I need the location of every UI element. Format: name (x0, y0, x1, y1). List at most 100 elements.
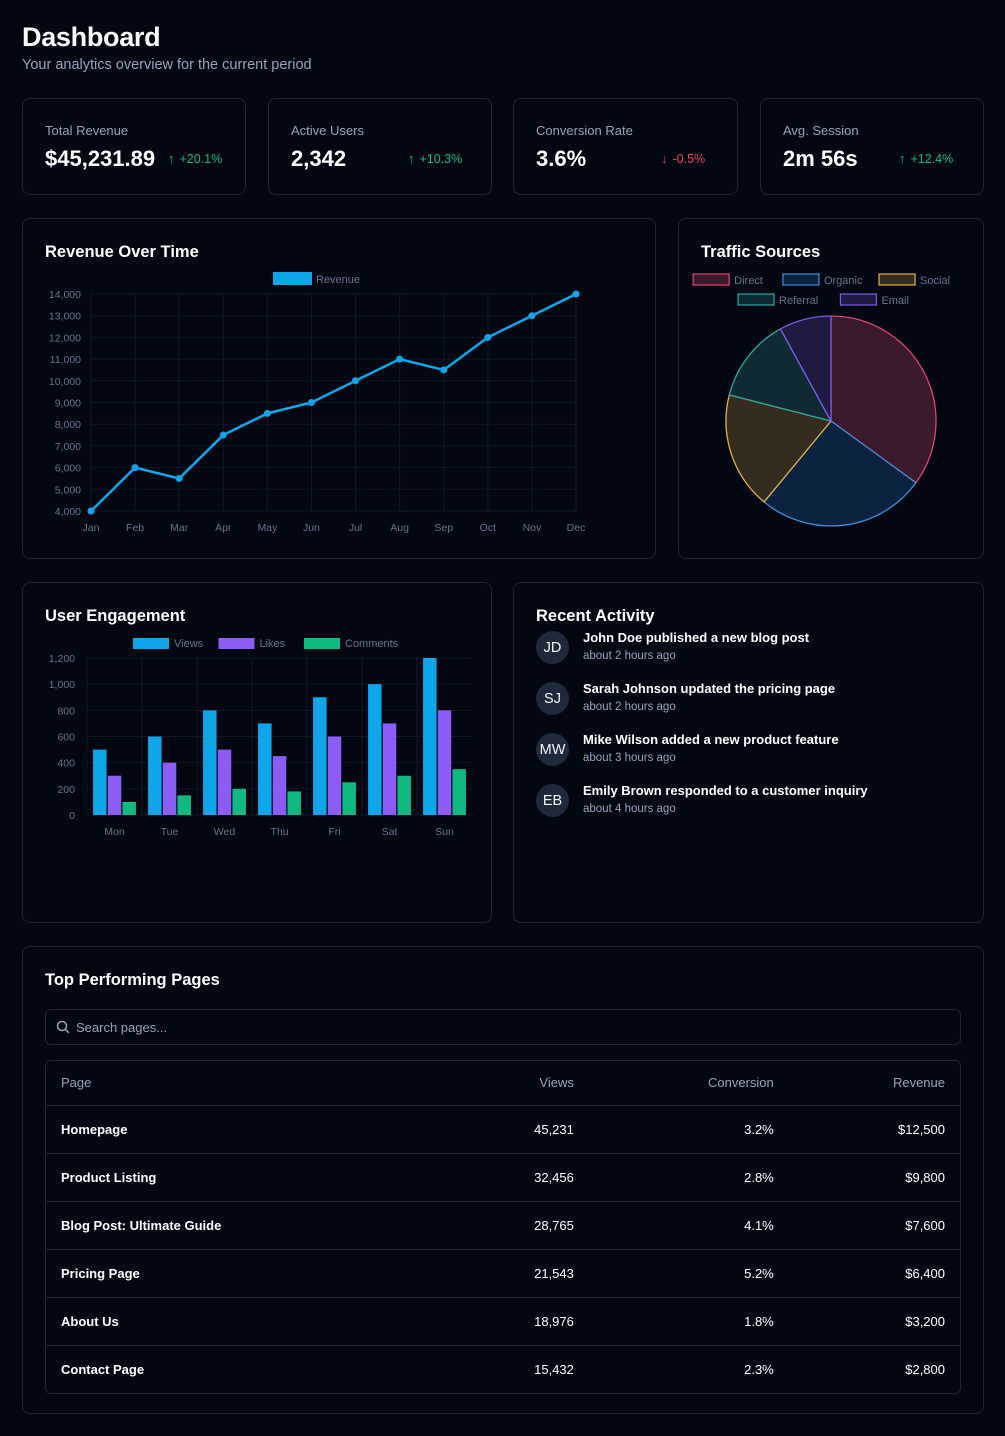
x-tick-label: Aug (390, 522, 409, 534)
revenue-chart-card: Revenue Over Time Revenue 4,000 5,000 6,000… (22, 218, 656, 559)
cell-revenue: $9,800 (788, 1153, 960, 1202)
bar-likes-thu (272, 756, 287, 815)
column-header-revenue[interactable]: Revenue (788, 1061, 960, 1106)
page-subtitle: Your analytics overview for the current … (22, 57, 312, 73)
card-title: Revenue Over Time (45, 243, 199, 261)
y-tick-label: 5,000 (55, 484, 81, 496)
legend-label-email: Email (881, 295, 909, 307)
bar-likes-wed (217, 749, 232, 815)
stat-card-conversion-rate: Conversion Rate 3.6% ↓ -0.5% (513, 98, 738, 195)
legend-label-direct: Direct (734, 275, 763, 287)
table-row[interactable]: Contact Page 15,432 2.3% $2,800 (46, 1345, 960, 1393)
stat-change-value: +10.3% (419, 151, 463, 166)
cell-revenue: $12,500 (788, 1105, 960, 1154)
y-tick-label: 13,000 (49, 311, 81, 323)
x-tick-label: Jun (303, 522, 320, 534)
stat-change-value: +20.1% (179, 151, 223, 166)
x-tick-label: Jan (83, 522, 100, 534)
cell-views: 18,976 (443, 1297, 589, 1346)
activity-time: about 2 hours ago (583, 650, 676, 662)
table-row[interactable]: Pricing Page 21,543 5.2% $6,400 (46, 1249, 960, 1298)
legend-label-social: Social (920, 275, 950, 287)
table-header-row: Page Views Conversion Revenue (46, 1061, 960, 1106)
cell-page: About Us (46, 1297, 444, 1346)
legend-label-organic: Organic (824, 275, 863, 287)
x-tick-label: Apr (215, 522, 232, 534)
legend-swatch-organic (782, 273, 820, 286)
activity-text: Mike Wilson added a new product feature (583, 732, 839, 747)
column-header-conversion[interactable]: Conversion (588, 1061, 789, 1106)
x-tick-label: Tue (161, 826, 179, 838)
cell-conversion: 3.2% (588, 1105, 789, 1154)
stat-label: Active Users (291, 123, 364, 138)
legend-label-revenue: Revenue (316, 274, 360, 286)
bar-comments-wed (232, 788, 246, 815)
legend-swatch-likes (218, 638, 255, 649)
bar-comments-fri (342, 782, 356, 815)
legend-swatch-referral (737, 293, 775, 306)
card-title: User Engagement (45, 607, 186, 625)
search-input[interactable] (76, 1019, 890, 1035)
stat-change: ↑ +20.1% (168, 151, 222, 166)
table-row[interactable]: Product Listing 32,456 2.8% $9,800 (46, 1153, 960, 1202)
legend-swatch-email (839, 293, 878, 306)
bar-views-sun (423, 658, 437, 815)
x-tick-label: Wed (214, 826, 236, 838)
table-row[interactable]: About Us 18,976 1.8% $3,200 (46, 1297, 960, 1346)
activity-item: EB Emily Brown responded to a customer i… (536, 782, 961, 833)
y-tick-label: 7,000 (55, 441, 81, 453)
revenue-point (307, 399, 315, 406)
search-box (45, 1009, 961, 1045)
cell-conversion: 2.8% (588, 1153, 789, 1202)
x-tick-label: Sun (435, 826, 454, 838)
bar-views-mon (93, 749, 107, 815)
cell-revenue: $2,800 (905, 1361, 945, 1377)
y-tick-label: 400 (57, 758, 75, 770)
table-row[interactable]: Homepage 45,231 3.2% $12,500 (46, 1105, 960, 1154)
activity-text: Sarah Johnson updated the pricing page (583, 681, 836, 696)
x-tick-label: Mar (170, 522, 189, 534)
cell-conversion: 5.2% (588, 1249, 789, 1298)
cell-views: 32,456 (443, 1153, 589, 1202)
avatar: JD (536, 631, 569, 664)
stat-label: Avg. Session (783, 123, 859, 138)
y-tick-label: 600 (57, 732, 75, 744)
y-tick-label: 1,000 (49, 679, 75, 691)
stat-value: 2,342 (291, 146, 347, 171)
revenue-point (484, 333, 492, 341)
x-tick-label: Fri (328, 826, 340, 838)
pages-table: Page Views Conversion Revenue Homepage 4… (45, 1060, 961, 1394)
recent-activity-card: Recent Activity JD John Doe published a … (513, 582, 984, 923)
cell-page: Product Listing (46, 1153, 444, 1202)
bar-likes-mon (107, 775, 122, 815)
arrow-down-icon: ↓ (661, 151, 668, 166)
revenue-point (396, 355, 404, 363)
legend-swatch-revenue (273, 272, 312, 285)
stat-value: 2m 56s (783, 146, 858, 171)
column-header-views[interactable]: Views (443, 1061, 589, 1106)
x-tick-label: Nov (523, 522, 542, 534)
y-tick-label: 9,000 (55, 398, 81, 410)
arrow-up-icon: ↑ (899, 151, 906, 166)
cell-revenue: $3,200 (788, 1297, 960, 1346)
pie-slice-social (725, 394, 833, 503)
x-tick-label: Thu (270, 826, 288, 838)
x-tick-label: Mon (104, 826, 125, 838)
stat-card-total-revenue: Total Revenue $45,231.89 ↑ +20.1% (22, 98, 246, 195)
y-tick-label: 8,000 (55, 419, 81, 431)
bar-comments-sat (397, 775, 411, 815)
column-header-page[interactable]: Page (46, 1061, 444, 1106)
y-tick-label: 10,000 (49, 376, 81, 388)
bar-likes-sat (382, 723, 397, 815)
bar-likes-sun (437, 710, 452, 815)
legend-label-referral: Referral (779, 295, 818, 307)
stat-value: $45,231.89 (45, 146, 156, 171)
y-tick-label: 12,000 (49, 332, 81, 344)
pie-slice-organic (763, 420, 917, 527)
stat-label: Total Revenue (45, 123, 129, 138)
legend-label-likes: Likes (260, 638, 286, 650)
legend-swatch-social (878, 273, 916, 286)
cell-conversion: 1.8% (588, 1297, 789, 1346)
x-tick-label: Feb (126, 522, 144, 534)
table-row[interactable]: Blog Post: Ultimate Guide 28,765 4.1% $7… (46, 1201, 960, 1250)
